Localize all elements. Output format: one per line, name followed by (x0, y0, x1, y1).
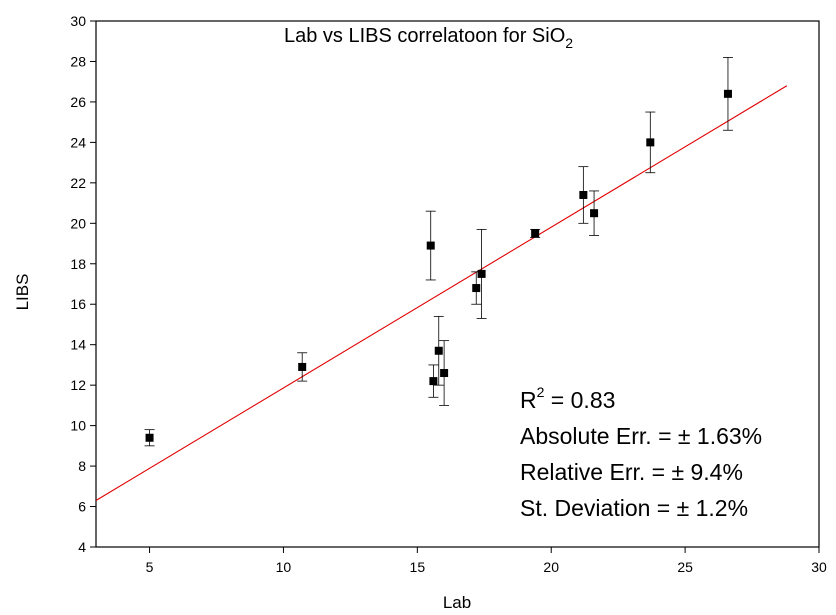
square-marker (146, 434, 154, 442)
square-marker (579, 191, 587, 199)
y-tick-label: 24 (70, 134, 86, 150)
chart-title: Lab vs LIBS correlatoon for SiO2 (284, 25, 573, 51)
y-tick-label: 12 (70, 377, 86, 393)
square-marker (472, 284, 480, 292)
x-axis-ticks: 5 10 15 20 25 30 (146, 547, 827, 575)
x-tick-label: 15 (410, 559, 426, 575)
std-deviation-annotation: St. Deviation = ± 1.2% (520, 495, 748, 521)
y-tick-label: 6 (78, 499, 86, 515)
data-point (645, 112, 655, 173)
y-tick-label: 30 (70, 13, 86, 29)
y-tick-label: 14 (70, 337, 86, 353)
y-axis-ticks: 4 6 8 10 12 14 16 18 20 22 24 26 28 30 (70, 13, 96, 555)
y-tick-label: 22 (70, 175, 86, 191)
square-marker (646, 138, 654, 146)
relative-error-annotation: Relative Err. = ± 9.4% (520, 459, 743, 485)
data-point (297, 353, 307, 381)
square-marker (724, 90, 732, 98)
data-point (477, 229, 487, 318)
square-marker (531, 229, 539, 237)
x-axis-label: Lab (443, 593, 471, 612)
x-tick-label: 20 (543, 559, 559, 575)
y-axis-label: LIBS (13, 274, 32, 311)
data-point (578, 167, 588, 224)
x-tick-label: 10 (276, 559, 292, 575)
data-point (426, 211, 436, 280)
square-marker (440, 369, 448, 377)
y-tick-label: 26 (70, 94, 86, 110)
data-point (530, 229, 540, 237)
square-marker (435, 347, 443, 355)
data-points (145, 57, 733, 445)
y-tick-label: 10 (70, 418, 86, 434)
absolute-error-annotation: Absolute Err. = ± 1.63% (520, 423, 762, 449)
x-tick-label: 25 (677, 559, 693, 575)
square-marker (429, 377, 437, 385)
square-marker (478, 270, 486, 278)
y-tick-label: 16 (70, 296, 86, 312)
y-tick-label: 8 (78, 458, 86, 474)
square-marker (590, 209, 598, 217)
x-tick-label: 5 (146, 559, 154, 575)
y-tick-label: 28 (70, 53, 86, 69)
data-point (589, 191, 599, 236)
square-marker (427, 242, 435, 250)
data-point (428, 365, 438, 397)
y-tick-label: 20 (70, 215, 86, 231)
x-tick-label: 30 (811, 559, 827, 575)
data-point (145, 430, 155, 446)
r-squared-annotation: R2 = 0.83 (520, 384, 615, 413)
y-tick-label: 18 (70, 256, 86, 272)
square-marker (298, 363, 306, 371)
y-tick-label: 4 (78, 539, 86, 555)
